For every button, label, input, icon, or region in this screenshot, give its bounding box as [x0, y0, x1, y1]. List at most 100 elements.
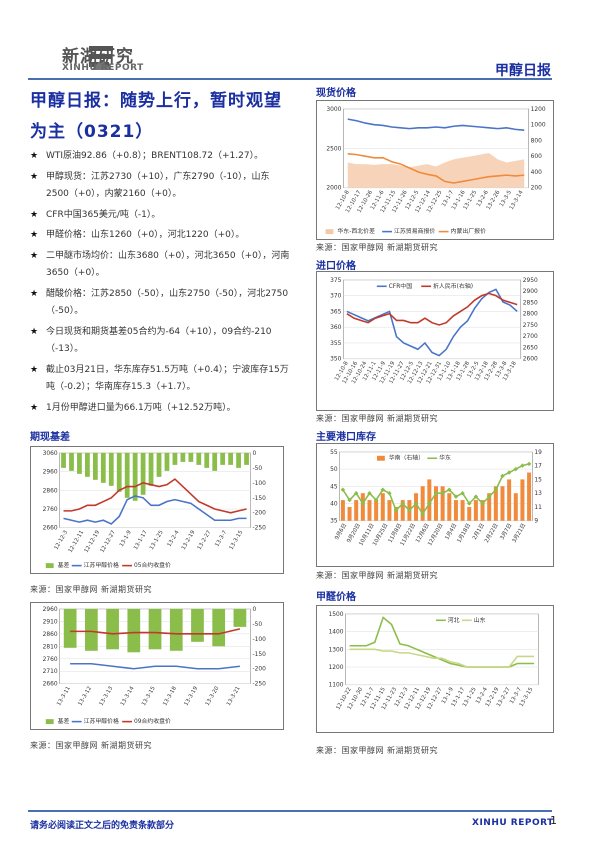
- bar: [77, 452, 82, 474]
- x-tick-label: 13-3-11: [56, 686, 72, 707]
- y-tick-label: 2960: [43, 470, 58, 476]
- source-caption: 来源：国家甲醇网 新湖期货研究: [316, 414, 439, 423]
- source-caption: 来源：国家甲醇网 新湖期货研究: [316, 571, 439, 580]
- summary-item: ★ 截止03月21日，华东库存51.5万吨（+0.4）；宁波库存15万吨（-0.2…: [30, 362, 292, 397]
- y2-tick-label: -50: [252, 622, 262, 628]
- bar: [394, 506, 399, 521]
- y-tick-label: 2910: [43, 619, 58, 625]
- y2-tick-label: 2750: [523, 323, 538, 329]
- y2-tick-label: -250: [252, 526, 266, 532]
- y-tick-label: 2860: [43, 632, 58, 638]
- legend-label: 折人民币(右轴): [433, 282, 473, 290]
- y2-tick-label: 2700: [523, 334, 538, 340]
- bar: [520, 479, 525, 521]
- footer-rule: [28, 810, 552, 812]
- y-tick-label: 3060: [43, 451, 58, 457]
- data-point: [467, 501, 472, 506]
- source-caption: 来源：国家甲醇网 新湖期货研究: [30, 741, 153, 750]
- bar: [354, 500, 359, 521]
- star-bullet-icon: ★: [30, 250, 39, 261]
- bar: [69, 452, 74, 471]
- y2-tick-label: 2650: [523, 345, 538, 351]
- page-number: 1: [550, 814, 557, 827]
- disclaimer-note: 请务必阅读正文之后的免责条款部分: [30, 821, 175, 831]
- x-tick-label: 13-3-15: [229, 530, 245, 551]
- section-import-title: 进口价格: [316, 261, 356, 272]
- x-tick-label: 13-3-20: [205, 685, 221, 707]
- summary-text: WTI原油92.86（+0.8）；BRENT108.72（+1.27）。: [46, 151, 264, 161]
- legend-label: 华东-西北价差: [337, 227, 375, 235]
- data-point: [506, 470, 512, 475]
- star-bullet-icon: ★: [30, 364, 39, 375]
- x-tick-label: 13-1-25: [149, 530, 165, 551]
- star-bullet-icon: ★: [30, 171, 39, 182]
- x-tick-label: 13-2-19: [181, 529, 197, 551]
- spot-price-chart: 2000250030002004006008001000120012-10-81…: [316, 100, 554, 240]
- data-point: [373, 497, 379, 503]
- bar: [233, 608, 247, 627]
- bar: [164, 452, 170, 471]
- x-tick-label: 12-12-19: [84, 529, 102, 554]
- y2-tick-label: 15: [534, 477, 542, 483]
- legend-swatch: [376, 455, 385, 461]
- bar: [453, 500, 458, 521]
- legend-label: 华南（右轴）: [389, 454, 424, 462]
- data-point: [526, 461, 532, 467]
- y2-tick-label: -150: [252, 652, 266, 658]
- y2-tick-label: -250: [252, 682, 266, 688]
- bar: [204, 452, 210, 468]
- bar: [447, 493, 452, 521]
- summary-item: ★ 甲醇现货：江苏2730（+10），广东2790（-10），山东2500（+0）…: [30, 169, 292, 204]
- bar: [188, 452, 194, 462]
- line-series: [347, 153, 525, 184]
- y2-tick-label: 9: [534, 519, 538, 525]
- bar: [380, 493, 385, 521]
- x-tick-label: 13-3-13: [99, 686, 115, 707]
- y-tick-label: 2760: [43, 507, 58, 513]
- data-point: [480, 501, 485, 506]
- x-tick-label: 13-3-15: [141, 686, 157, 707]
- y2-tick-label: -150: [252, 496, 266, 502]
- x-tick-label: 2月22日: [483, 522, 500, 544]
- bar: [374, 500, 379, 521]
- x-tick-label: 9月6日: [333, 522, 348, 541]
- logo-text-cn: 新湖研究: [62, 47, 134, 67]
- x-tick-label: 13-3-21: [226, 686, 242, 707]
- y-tick-label: 1300: [328, 647, 343, 653]
- data-point: [407, 508, 412, 513]
- summary-text: 1月份甲醇进口量为66.1万吨（+12.52万吨）。: [46, 402, 236, 413]
- x-tick-label: 12-12-3: [53, 530, 69, 551]
- y2-tick-label: 1200: [531, 107, 546, 113]
- summary-text: 今日现货和期货基差05合约为-64（+10），09合约-210（-13）。: [46, 326, 272, 355]
- bar: [367, 500, 372, 521]
- y-tick-label: 2860: [43, 488, 58, 494]
- bar: [92, 452, 98, 480]
- section-basis-title: 期现基差: [30, 432, 70, 443]
- legend-label: 基差: [58, 717, 70, 725]
- y-tick-label: 1500: [328, 612, 343, 618]
- x-tick-label: 13-3-7: [214, 530, 228, 548]
- bar: [433, 486, 438, 521]
- legend-swatch: [325, 229, 334, 235]
- y2-tick-label: 2850: [523, 300, 538, 306]
- legend-label: 江苏甲醇价格: [84, 561, 119, 569]
- bar: [507, 479, 512, 521]
- x-tick-label: 3月7日: [499, 522, 514, 541]
- x-tick-label: 3月21日: [511, 522, 528, 544]
- y-tick-label: 35: [330, 519, 338, 525]
- section-spot-title: 现货价格: [316, 88, 356, 99]
- section-inventory-title: 主要港口库存: [316, 432, 376, 443]
- x-tick-label: 1月4日: [443, 522, 458, 541]
- bar: [473, 500, 478, 521]
- y-tick-label: 2000: [326, 186, 341, 192]
- y-tick-label: 2960: [43, 607, 58, 613]
- legend-swatch: [45, 719, 54, 725]
- legend-label: 山东: [474, 616, 486, 624]
- legend-label: 基差: [58, 561, 70, 569]
- bar: [85, 452, 90, 477]
- y-tick-label: 45: [330, 484, 338, 490]
- y2-tick-label: 2600: [523, 357, 538, 363]
- bar: [140, 452, 146, 495]
- legend-label: 华东: [439, 454, 451, 462]
- summary-list: ★ WTI原油92.86（+0.8）；BRENT108.72（+1.27）。 ★ 甲醇…: [30, 148, 292, 420]
